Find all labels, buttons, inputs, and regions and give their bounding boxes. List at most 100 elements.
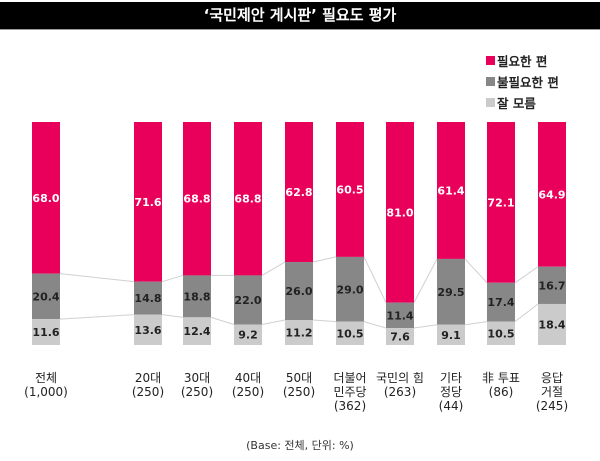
bar-segment — [487, 321, 515, 345]
data-label: 11.6 — [32, 326, 59, 339]
connector-line — [464, 321, 488, 326]
category-label: 非 투표 (86) — [482, 371, 520, 399]
data-label: 68.0 — [32, 192, 59, 205]
category-label: 전체 (1,000) — [24, 371, 68, 399]
bar-segment — [234, 122, 262, 276]
connector-line — [161, 274, 184, 283]
category-label: 40대 (250) — [231, 371, 265, 399]
connector-line — [161, 314, 184, 318]
connector-line — [363, 321, 387, 329]
category-label: 국민의 힘 (263) — [376, 371, 424, 399]
data-label: 12.4 — [183, 325, 210, 338]
category-label: 기타 정당 (44) — [438, 371, 464, 413]
legend-item: 불필요한 편 — [486, 71, 559, 92]
chart-title: ‘국민제안 게시판’ 필요도 평가 — [0, 2, 600, 30]
connector-line — [363, 256, 387, 303]
bar-segment — [285, 122, 313, 263]
data-label: 20.4 — [32, 290, 59, 303]
category-label: 더불어 민주당 (362) — [333, 371, 367, 413]
bar-segment — [32, 319, 60, 345]
data-label: 64.9 — [538, 188, 565, 201]
legend-item: 잘 모름 — [486, 92, 559, 113]
data-label: 9.1 — [441, 329, 461, 342]
connector-line — [413, 324, 438, 329]
bar-segment — [386, 302, 414, 329]
bar-segment — [134, 281, 162, 315]
bar-segment — [386, 328, 414, 345]
connector-line — [312, 319, 337, 323]
connector-line — [261, 261, 286, 276]
bar-segment — [437, 324, 465, 345]
category-label: 30대 (250) — [180, 371, 214, 399]
connector-line — [514, 303, 539, 322]
bar-segment — [487, 122, 515, 283]
connector-line — [514, 266, 539, 284]
bar-segment — [134, 314, 162, 345]
connector-line — [312, 256, 337, 263]
bar-segment — [538, 122, 566, 267]
bar-segment — [487, 282, 515, 322]
connector-line — [210, 316, 235, 325]
data-label: 71.6 — [134, 196, 161, 209]
connector-line — [59, 273, 135, 283]
legend-label: 필요한 편 — [497, 54, 548, 69]
bar-segment — [234, 324, 262, 345]
legend-label: 잘 모름 — [497, 96, 536, 111]
data-label: 13.6 — [134, 324, 161, 337]
data-label: 18.8 — [183, 290, 210, 303]
legend-item: 필요한 편 — [486, 50, 559, 71]
data-label: 68.8 — [234, 193, 261, 206]
data-label: 72.1 — [487, 196, 514, 209]
connector-line — [59, 314, 135, 320]
category-label: 20대 (250) — [131, 371, 165, 399]
bar-segment — [183, 317, 211, 345]
data-label: 11.4 — [386, 309, 413, 322]
bar-segment — [336, 122, 364, 257]
data-label: 29.5 — [437, 286, 464, 299]
data-label: 61.4 — [437, 184, 464, 197]
data-label: 62.8 — [285, 186, 312, 199]
data-label: 11.2 — [285, 327, 312, 340]
data-label: 16.7 — [538, 279, 565, 292]
data-label: 17.4 — [487, 296, 514, 309]
data-label: 26.0 — [285, 285, 312, 298]
bar-segment — [183, 122, 211, 276]
legend-label: 불필요한 편 — [497, 75, 559, 90]
bar-segment — [32, 273, 60, 320]
bar-segment — [437, 122, 465, 259]
category-label: 50대 (250) — [282, 371, 316, 399]
bar-segment — [32, 122, 60, 274]
data-label: 60.5 — [336, 183, 363, 196]
connector-line — [464, 258, 488, 284]
bar-segment — [183, 275, 211, 318]
bar-segment — [538, 303, 566, 345]
bar-segment — [336, 321, 364, 345]
legend-swatch — [486, 56, 495, 65]
data-label: 10.5 — [336, 327, 363, 340]
data-label: 9.2 — [238, 329, 258, 342]
bar-segment — [285, 320, 313, 345]
data-label: 29.0 — [336, 283, 363, 296]
chart-note: (Base: 전체, 단위: %) — [246, 439, 354, 452]
bar-segment — [285, 262, 313, 321]
connector-line — [261, 319, 286, 325]
data-label: 10.5 — [487, 327, 514, 340]
bar-segment — [437, 258, 465, 325]
bar-segment — [134, 122, 162, 282]
bar-segment — [234, 275, 262, 325]
data-label: 18.4 — [538, 318, 565, 331]
data-label: 81.0 — [386, 206, 413, 219]
connector-line — [413, 258, 438, 303]
bar-segment — [538, 266, 566, 304]
data-label: 14.8 — [134, 292, 161, 305]
data-label: 68.8 — [183, 193, 210, 206]
category-label: 응답 거절 (245) — [535, 371, 569, 413]
bar-segment — [386, 122, 414, 303]
legend-swatch — [486, 98, 495, 107]
data-label: 22.0 — [234, 294, 261, 307]
legend-swatch — [486, 77, 495, 86]
bar-segment — [336, 256, 364, 322]
data-label: 7.6 — [390, 331, 410, 344]
